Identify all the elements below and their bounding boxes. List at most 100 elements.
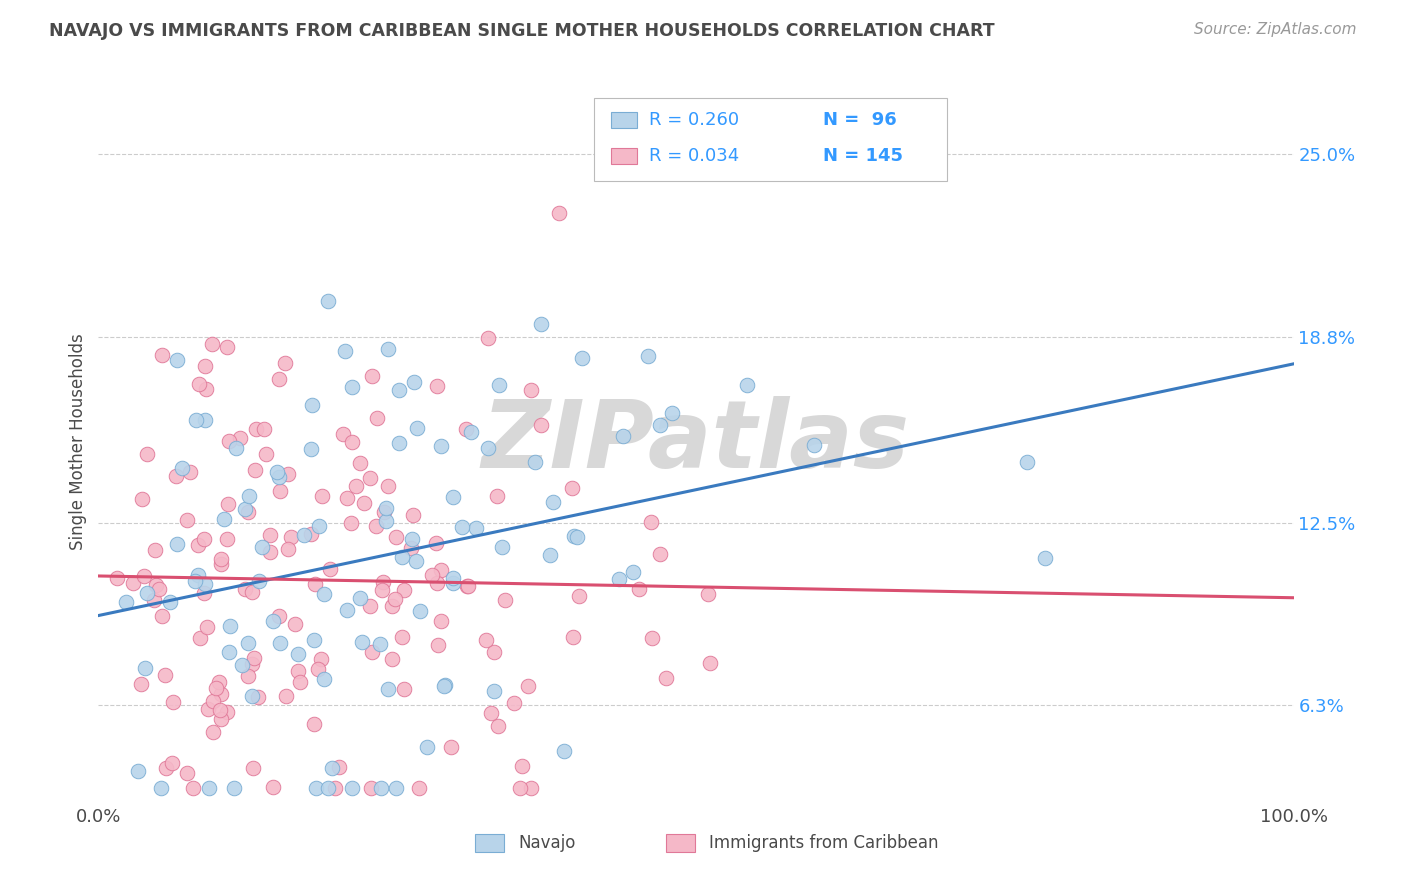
Point (553, 744, 575, 758)
Point (233, 582, 256, 596)
Point (193, 585, 215, 599)
Point (377, 682, 399, 697)
Point (269, 483, 291, 498)
Point (482, 684, 505, 698)
Point (488, 378, 510, 392)
Point (259, 528, 281, 542)
Point (266, 465, 288, 479)
Point (217, 497, 239, 511)
Point (510, 759, 533, 773)
Point (197, 702, 219, 716)
Point (340, 780, 363, 795)
Point (621, 565, 644, 579)
Point (319, 562, 342, 576)
Point (305, 780, 328, 795)
Point (209, 712, 232, 726)
Point (236, 636, 259, 650)
Point (254, 447, 277, 461)
Point (384, 591, 406, 606)
Point (520, 780, 543, 795)
Point (194, 359, 217, 373)
Point (426, 576, 449, 591)
Text: N = 145: N = 145 (823, 147, 903, 165)
Point (373, 505, 395, 519)
Point (194, 577, 217, 591)
Point (368, 637, 391, 651)
FancyBboxPatch shape (475, 834, 503, 852)
Point (441, 490, 464, 504)
Text: N =  96: N = 96 (823, 111, 897, 129)
Point (654, 671, 676, 685)
Point (541, 495, 564, 509)
Point (280, 530, 302, 544)
Point (370, 780, 392, 795)
Point (359, 471, 381, 485)
Point (312, 672, 335, 686)
Point (409, 604, 432, 618)
Point (292, 527, 315, 541)
Point (209, 552, 232, 566)
FancyBboxPatch shape (612, 148, 637, 164)
Point (176, 765, 198, 780)
Point (215, 340, 238, 354)
Point (115, 595, 138, 609)
Point (218, 434, 240, 449)
Point (391, 550, 413, 565)
Point (349, 456, 371, 470)
Point (235, 501, 257, 516)
Point (302, 717, 325, 731)
Point (150, 609, 173, 624)
Point (661, 406, 683, 420)
Point (381, 651, 404, 665)
FancyBboxPatch shape (666, 834, 695, 852)
Point (162, 695, 184, 709)
Point (165, 469, 187, 483)
Point (530, 317, 553, 331)
Point (145, 577, 167, 591)
Point (391, 631, 413, 645)
Point (370, 582, 392, 597)
Point (269, 635, 291, 649)
Point (187, 538, 209, 552)
Point (181, 780, 204, 795)
Point (426, 638, 449, 652)
Point (240, 689, 263, 703)
Point (530, 417, 553, 432)
Point (131, 491, 153, 506)
Point (477, 441, 499, 455)
Point (205, 681, 228, 695)
Text: R = 0.260: R = 0.260 (650, 111, 740, 129)
Point (262, 780, 284, 794)
Y-axis label: Single Mother Households: Single Mother Households (69, 334, 87, 549)
Point (188, 377, 211, 392)
Point (381, 599, 404, 614)
Point (194, 413, 217, 427)
Point (215, 532, 238, 546)
Point (484, 645, 506, 659)
Point (155, 761, 177, 775)
Point (299, 442, 322, 456)
Point (143, 543, 166, 558)
Point (430, 439, 453, 453)
Point (479, 706, 502, 720)
Point (170, 461, 193, 475)
Point (627, 582, 650, 597)
Point (648, 417, 671, 432)
Point (287, 664, 309, 678)
Point (276, 689, 298, 703)
Point (384, 530, 406, 544)
Point (1017, 455, 1039, 469)
Point (314, 587, 336, 601)
Point (242, 761, 264, 775)
Point (361, 645, 384, 659)
Point (201, 693, 224, 707)
Point (328, 760, 350, 774)
Point (477, 331, 499, 345)
Point (366, 519, 388, 533)
Point (188, 632, 211, 646)
Point (242, 657, 264, 671)
Point (316, 294, 339, 309)
Point (571, 351, 593, 365)
Point (247, 574, 270, 588)
Point (166, 537, 188, 551)
